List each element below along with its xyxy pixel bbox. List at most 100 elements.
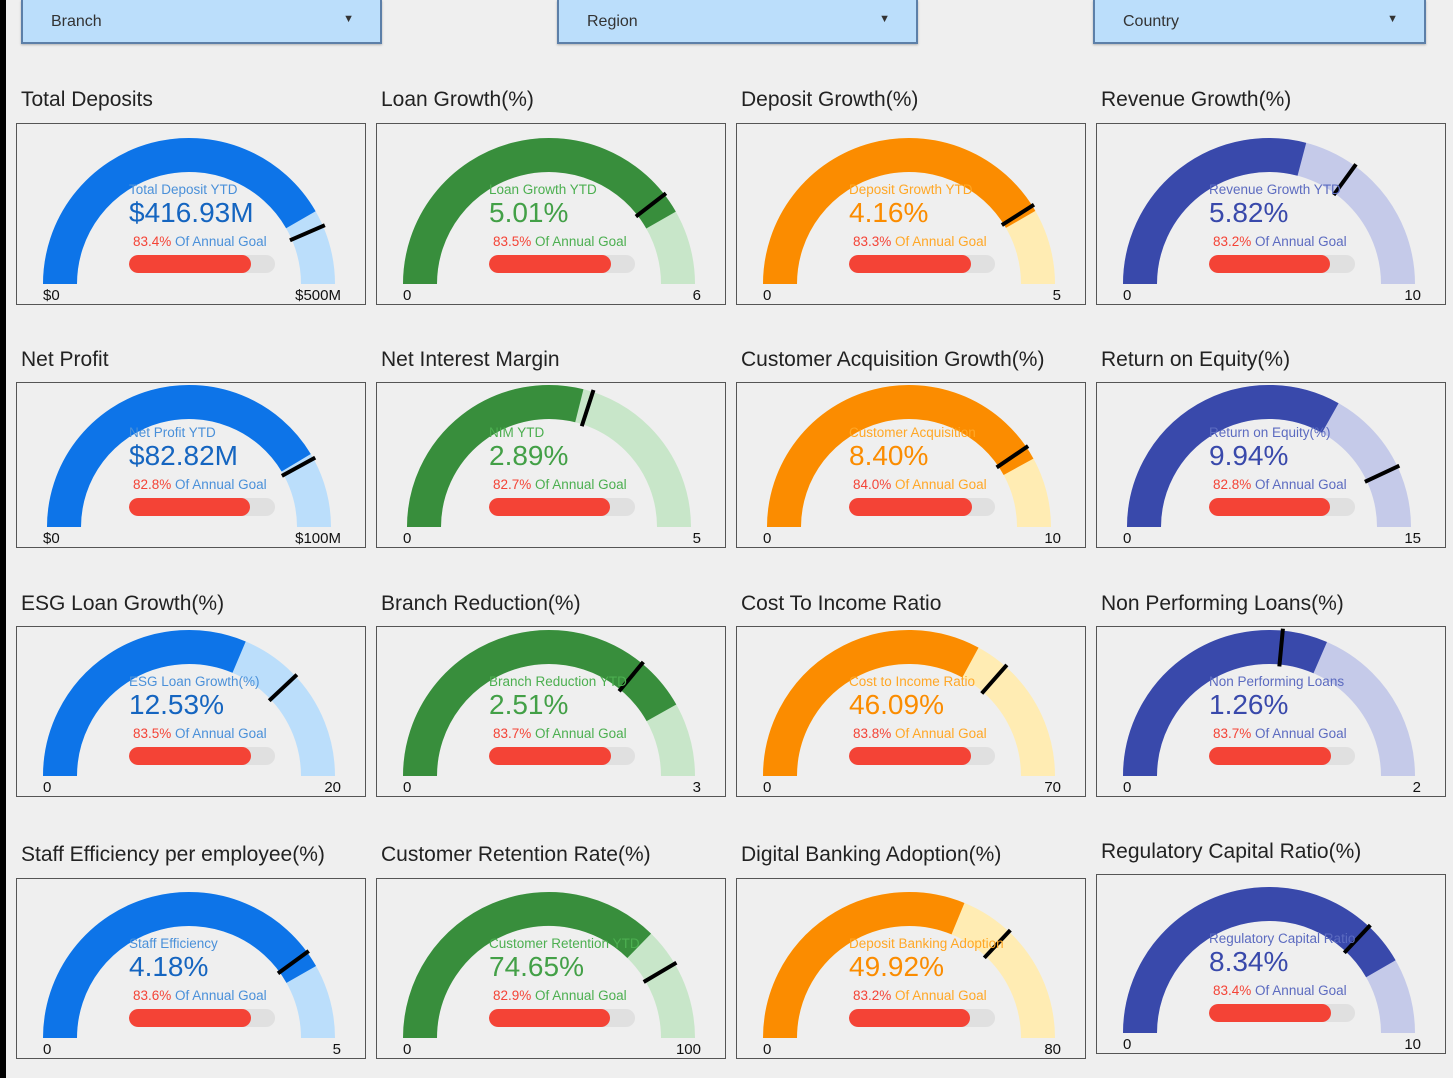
card-title-esg-loan-growth: ESG Loan Growth(%) bbox=[21, 592, 225, 615]
goal-progress-fill bbox=[129, 498, 250, 516]
country-filter-dropdown[interactable]: Country ▼ bbox=[1093, 0, 1426, 44]
gauge-min-label: 0 bbox=[403, 1041, 412, 1058]
gauge-card-staff-efficiency-per-employee: Staff Efficiency 4.18% 83.6% Of Annual Goa… bbox=[16, 878, 366, 1059]
goal-progress-fill bbox=[489, 1009, 611, 1027]
gauge-target-needle bbox=[267, 673, 299, 703]
goal-text: Of Annual Goal bbox=[1255, 983, 1347, 998]
goal-progress-fill bbox=[849, 498, 972, 516]
gauge-card-cost-to-income-ratio: Cost to Income Ratio 46.09% 83.8% Of Annua… bbox=[736, 626, 1086, 797]
goal-caption: 83.3% Of Annual Goal bbox=[853, 234, 987, 249]
goal-text: Of Annual Goal bbox=[895, 234, 987, 249]
gauge-arc-regulatory-capital-ratio bbox=[1123, 887, 1415, 1034]
goal-text: Of Annual Goal bbox=[175, 726, 267, 741]
goal-progress-bar bbox=[489, 498, 635, 516]
goal-caption: 82.9% Of Annual Goal bbox=[493, 988, 627, 1003]
card-title-regulatory-capital-ratio: Regulatory Capital Ratio(%) bbox=[1101, 840, 1362, 863]
gauge-value: 4.16% bbox=[849, 197, 929, 228]
goal-percent: 82.9% bbox=[493, 988, 532, 1003]
card-title-net-profit: Net Profit bbox=[21, 348, 109, 371]
gauge-value-arc bbox=[763, 138, 1036, 285]
goal-progress-bar bbox=[1209, 498, 1355, 516]
goal-percent: 83.7% bbox=[1213, 726, 1252, 741]
gauge-label: Non Performing Loans bbox=[1209, 674, 1345, 689]
goal-progress-fill bbox=[129, 255, 251, 273]
card-title-revenue-growth: Revenue Growth(%) bbox=[1101, 88, 1292, 111]
card-title-non-performing-loans: Non Performing Loans(%) bbox=[1101, 592, 1344, 615]
gauge-card-net-interest-margin: NIM YTD 2.89% 82.7% Of Annual Goal 0 5 bbox=[376, 382, 726, 548]
gauge-min-label: 0 bbox=[403, 287, 412, 304]
goal-caption: 83.7% Of Annual Goal bbox=[1213, 726, 1347, 741]
goal-progress-fill bbox=[489, 255, 611, 273]
gauge-target-needle bbox=[980, 663, 1009, 695]
goal-progress-fill bbox=[849, 747, 972, 765]
gauge-max-label: $100M bbox=[295, 530, 341, 547]
gauge-value-arc bbox=[43, 138, 316, 285]
goal-caption: 82.7% Of Annual Goal bbox=[493, 477, 627, 492]
goal-progress-bar bbox=[849, 498, 995, 516]
goal-percent: 82.8% bbox=[1213, 477, 1252, 492]
gauge-label: Return on Equity(%) bbox=[1209, 425, 1331, 440]
gauge-target-needle bbox=[1332, 163, 1358, 197]
goal-text: Of Annual Goal bbox=[535, 988, 627, 1003]
gauge-min-label: 0 bbox=[763, 530, 772, 547]
gauge-value-arc bbox=[763, 892, 965, 1039]
gauge-value-arc bbox=[1123, 630, 1327, 777]
goal-progress-bar bbox=[489, 747, 635, 765]
goal-text: Of Annual Goal bbox=[1255, 234, 1347, 249]
card-title-loan-growth: Loan Growth(%) bbox=[381, 88, 534, 111]
gauge-value: 46.09% bbox=[849, 689, 944, 720]
gauge-card-net-profit: Net Profit YTD $82.82M 82.8% Of Annual Goa… bbox=[16, 382, 366, 548]
goal-progress-fill bbox=[1209, 1004, 1331, 1022]
gauge-max-label: 15 bbox=[1404, 530, 1421, 547]
branch-filter-dropdown[interactable]: Branch ▼ bbox=[21, 0, 382, 44]
goal-caption: 83.6% Of Annual Goal bbox=[133, 988, 267, 1003]
gauge-min-label: 0 bbox=[1123, 1036, 1132, 1053]
goal-progress-fill bbox=[489, 498, 610, 516]
gauge-target-needle bbox=[634, 191, 668, 219]
gauge-min-label: 0 bbox=[403, 779, 412, 796]
gauge-target-needle bbox=[1342, 923, 1372, 955]
gauge-target-needle bbox=[289, 223, 326, 243]
goal-progress-fill bbox=[849, 255, 971, 273]
gauge-value-arc bbox=[763, 630, 979, 777]
card-title-customer-retention-rate: Customer Retention Rate(%) bbox=[381, 843, 651, 866]
gauge-max-label: 20 bbox=[324, 779, 341, 796]
gauge-max-label: 70 bbox=[1044, 779, 1061, 796]
gauge-label: Branch Reduction YTD bbox=[489, 674, 627, 689]
gauge-min-label: 0 bbox=[763, 287, 772, 304]
gauge-label: Revenue Growth YTD bbox=[1209, 182, 1341, 197]
goal-text: Of Annual Goal bbox=[535, 477, 627, 492]
gauge-label: Regulatory Capital Ratio bbox=[1209, 931, 1356, 946]
gauge-value-arc bbox=[43, 630, 246, 777]
gauge-arc-net-interest-margin bbox=[407, 385, 691, 528]
goal-percent: 83.2% bbox=[1213, 234, 1252, 249]
filter-label: Country bbox=[1123, 13, 1180, 30]
gauge-min-label: $0 bbox=[43, 287, 60, 304]
card-title-branch-reduction: Branch Reduction(%) bbox=[381, 592, 581, 615]
region-filter-dropdown[interactable]: Region ▼ bbox=[557, 0, 918, 44]
goal-percent: 83.8% bbox=[853, 726, 892, 741]
card-title-deposit-growth: Deposit Growth(%) bbox=[741, 88, 919, 111]
gauge-value-arc bbox=[767, 385, 1034, 528]
goal-caption: 82.8% Of Annual Goal bbox=[133, 477, 267, 492]
goal-progress-fill bbox=[129, 747, 251, 765]
gauge-max-label: 5 bbox=[1052, 287, 1061, 304]
gauge-target-needle bbox=[276, 949, 310, 975]
goal-percent: 83.7% bbox=[493, 726, 532, 741]
goal-progress-bar bbox=[489, 255, 635, 273]
gauge-value: 2.89% bbox=[489, 440, 569, 471]
goal-caption: 83.2% Of Annual Goal bbox=[853, 988, 987, 1003]
goal-text: Of Annual Goal bbox=[1255, 726, 1347, 741]
gauge-card-customer-retention-rate: Customer Retention YTD 74.65% 82.9% Of Ann… bbox=[376, 878, 726, 1059]
goal-caption: 84.0% Of Annual Goal bbox=[853, 477, 987, 492]
card-title-total-deposits: Total Deposits bbox=[21, 88, 153, 111]
gauge-card-esg-loan-growth: ESG Loan Growth(%) 12.53% 83.5% Of Annual … bbox=[16, 626, 366, 797]
goal-percent: 83.4% bbox=[133, 234, 172, 249]
gauge-min-label: 0 bbox=[1123, 287, 1132, 304]
gauge-arc-net-profit bbox=[47, 385, 331, 528]
goal-progress-bar bbox=[129, 1009, 275, 1027]
gauge-value: 4.18% bbox=[129, 951, 209, 982]
gauge-card-non-performing-loans: Non Performing Loans 1.26% 83.7% Of Annual… bbox=[1096, 626, 1446, 797]
goal-progress-bar bbox=[129, 747, 275, 765]
gauge-label: Customer Acquisition bbox=[849, 425, 976, 440]
